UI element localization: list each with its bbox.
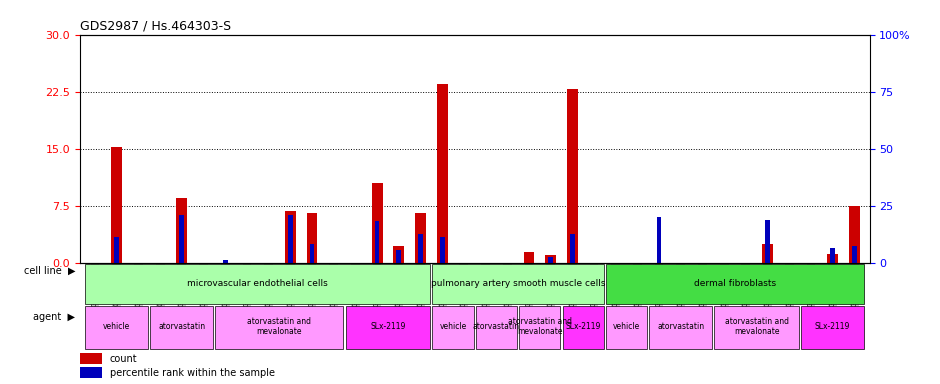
Bar <box>86 264 431 304</box>
Text: vehicle: vehicle <box>439 322 466 331</box>
Bar <box>346 306 431 349</box>
Text: atorvastatin: atorvastatin <box>657 322 704 331</box>
Bar <box>418 234 423 263</box>
Bar <box>545 255 556 263</box>
Text: SLx-2119: SLx-2119 <box>370 322 406 331</box>
Bar <box>762 244 773 263</box>
Bar <box>657 217 662 263</box>
Bar <box>215 306 343 349</box>
Bar <box>432 264 603 304</box>
Text: GDS2987 / Hs.464303-S: GDS2987 / Hs.464303-S <box>80 20 231 33</box>
Bar <box>180 215 184 263</box>
Bar <box>80 353 102 364</box>
Text: atorvastatin and
mevalonate: atorvastatin and mevalonate <box>247 317 311 336</box>
Bar <box>111 147 122 263</box>
Text: pulmonary artery smooth muscle cells: pulmonary artery smooth muscle cells <box>431 279 605 288</box>
Bar <box>606 306 647 349</box>
Text: atorvastatin and
mevalonate: atorvastatin and mevalonate <box>725 317 789 336</box>
Text: count: count <box>110 354 137 364</box>
Bar <box>852 246 856 263</box>
Bar <box>177 198 187 263</box>
Text: agent  ▶: agent ▶ <box>33 312 75 322</box>
Bar <box>476 306 517 349</box>
Bar <box>223 260 227 263</box>
Bar <box>288 215 292 263</box>
Bar <box>650 306 713 349</box>
Bar <box>309 243 314 263</box>
Bar <box>150 306 213 349</box>
Text: vehicle: vehicle <box>103 322 131 331</box>
Bar <box>306 214 318 263</box>
Text: percentile rank within the sample: percentile rank within the sample <box>110 367 274 377</box>
Bar <box>562 306 603 349</box>
Bar <box>437 84 447 263</box>
Bar <box>765 220 770 263</box>
Bar <box>548 257 553 263</box>
Bar <box>86 306 149 349</box>
Bar <box>115 237 119 263</box>
Text: SLx-2119: SLx-2119 <box>566 322 601 331</box>
Bar <box>440 237 445 263</box>
Bar <box>432 306 474 349</box>
Text: atorvastatin and
mevalonate: atorvastatin and mevalonate <box>508 317 572 336</box>
Text: dermal fibroblasts: dermal fibroblasts <box>694 279 776 288</box>
Text: atorvastatin: atorvastatin <box>158 322 206 331</box>
Bar <box>567 89 578 263</box>
Bar <box>606 264 864 304</box>
Text: vehicle: vehicle <box>613 322 640 331</box>
Bar <box>375 221 380 263</box>
Bar <box>415 214 426 263</box>
Bar <box>827 254 838 263</box>
Text: atorvastatin: atorvastatin <box>473 322 520 331</box>
Text: cell line  ▶: cell line ▶ <box>24 266 75 276</box>
Text: microvascular endothelial cells: microvascular endothelial cells <box>187 279 328 288</box>
Bar <box>80 367 102 378</box>
Bar <box>830 248 835 263</box>
Text: SLx-2119: SLx-2119 <box>815 322 851 331</box>
Bar <box>524 252 534 263</box>
Bar <box>371 183 383 263</box>
Bar <box>285 211 296 263</box>
Bar <box>801 306 864 349</box>
Bar <box>519 306 560 349</box>
Bar <box>570 234 574 263</box>
Bar <box>393 246 404 263</box>
Bar <box>849 206 860 263</box>
Bar <box>714 306 799 349</box>
Bar <box>397 250 401 263</box>
